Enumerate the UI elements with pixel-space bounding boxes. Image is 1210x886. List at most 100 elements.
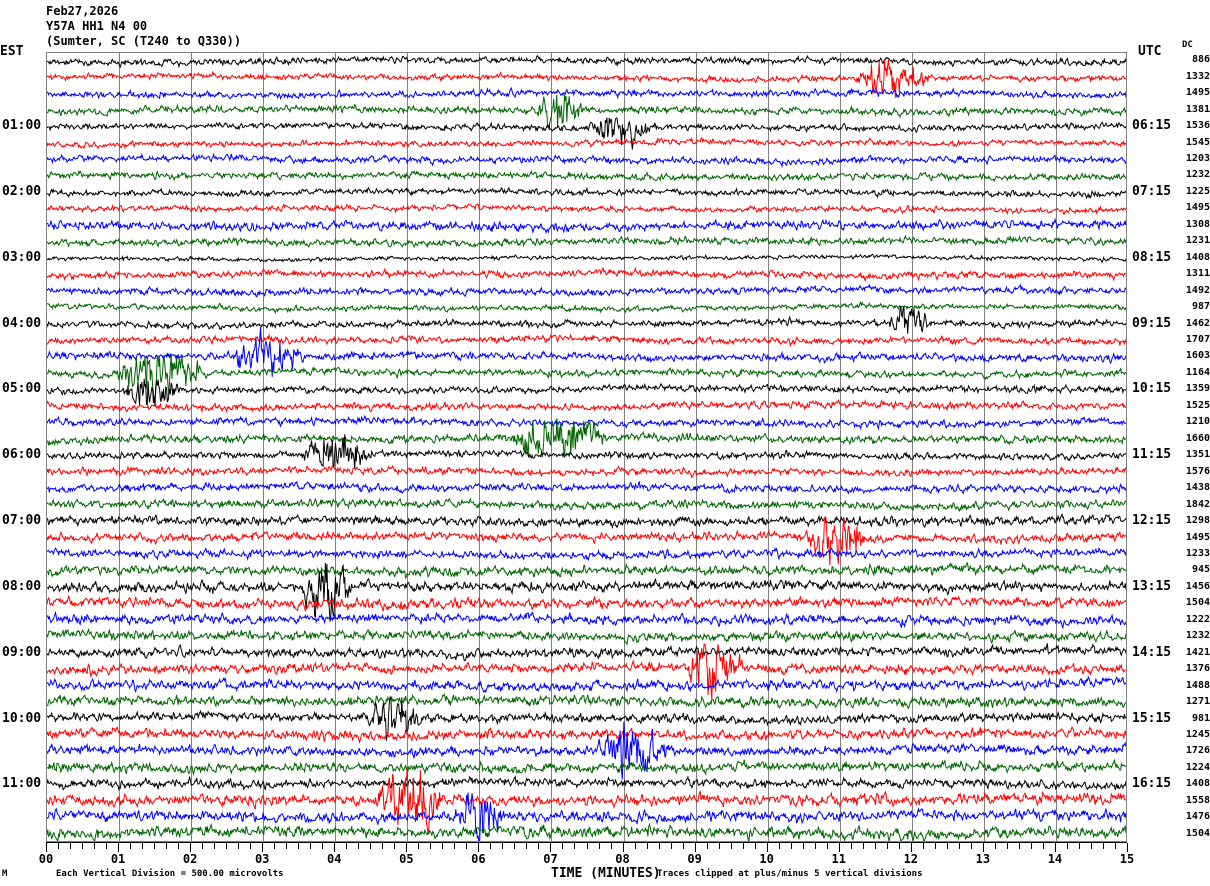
trace-line: [47, 306, 1126, 334]
dc-value: 1376: [1185, 663, 1210, 675]
trace-line: [47, 792, 1126, 841]
right-time-label: 13:15: [1132, 578, 1172, 594]
x-tick-minor: [862, 843, 864, 849]
dc-value: 1536: [1185, 120, 1210, 132]
x-tick-major: [406, 843, 408, 852]
trace-line: [47, 596, 1126, 611]
right-timezone-label: UTC: [1138, 44, 1162, 59]
dc-value: 1332: [1185, 70, 1210, 82]
x-tick-minor: [574, 843, 576, 849]
dc-value: 1495: [1185, 202, 1210, 214]
dc-value: 1525: [1185, 399, 1210, 411]
trace-line: [47, 138, 1126, 148]
x-tick-minor: [658, 843, 660, 849]
dc-value: 1408: [1185, 251, 1210, 263]
dc-value: 1476: [1185, 811, 1210, 823]
dc-value: 1381: [1185, 103, 1210, 115]
left-timezone-label: EST: [0, 44, 24, 59]
x-tick-minor: [946, 843, 948, 849]
trace-line: [47, 677, 1126, 692]
dc-value: 1308: [1185, 218, 1210, 230]
x-tick-minor: [418, 843, 420, 849]
right-time-label: 09:15: [1132, 315, 1172, 331]
trace-line: [47, 697, 1126, 741]
right-time-label: 06:15: [1132, 118, 1172, 134]
gridline-minute-09: [695, 53, 697, 841]
x-tick-minor: [682, 843, 684, 849]
x-tick-minor: [166, 843, 168, 849]
right-time-label: 15:15: [1132, 710, 1172, 726]
x-tick-minor: [94, 843, 96, 849]
x-tick-label: 10: [759, 852, 774, 866]
x-tick-minor: [718, 843, 720, 849]
right-time-label: 14:15: [1132, 644, 1172, 660]
x-tick-minor: [922, 843, 924, 849]
footer-scale-note: Each Vertical Division = 500.00 microvol…: [56, 869, 284, 879]
x-tick-label: 15: [1119, 852, 1135, 866]
dc-value: 1224: [1185, 761, 1210, 773]
x-tick-minor: [562, 843, 564, 849]
gridline-minute-03: [263, 53, 265, 841]
x-tick-minor: [70, 843, 72, 849]
trace-line: [47, 327, 1126, 377]
gridline-minute-14: [1055, 53, 1057, 841]
dc-value: 945: [1191, 564, 1210, 576]
trace-line: [47, 466, 1126, 478]
trace-line: [47, 254, 1126, 262]
left-time-label: 05:00: [2, 381, 42, 397]
x-tick-minor: [526, 843, 528, 849]
right-time-label: 08:15: [1132, 249, 1172, 265]
x-tick-major: [550, 843, 552, 852]
x-tick-minor: [610, 843, 612, 849]
trace-line: [47, 268, 1126, 281]
x-tick-minor: [154, 843, 156, 849]
footer-corner-mark: M: [2, 869, 8, 879]
trace-line: [47, 88, 1126, 99]
x-axis-line: [46, 842, 1127, 843]
x-tick-minor: [898, 843, 900, 849]
x-tick-minor: [1030, 843, 1032, 849]
dc-value: 1504: [1185, 597, 1210, 609]
trace-line: [47, 171, 1126, 181]
right-time-label: 16:15: [1132, 776, 1172, 792]
x-tick-minor: [586, 843, 588, 849]
trace-line: [47, 434, 1126, 469]
dc-value: 1545: [1185, 136, 1210, 148]
trace-line: [47, 354, 1126, 402]
dc-value: 1298: [1185, 515, 1210, 527]
trace-line: [47, 204, 1126, 214]
gridline-minute-01: [119, 53, 121, 841]
x-tick-minor: [238, 843, 240, 849]
trace-line: [47, 824, 1126, 841]
left-time-label: 11:00: [2, 776, 42, 792]
trace-line: [47, 777, 1126, 790]
x-tick-minor: [1042, 843, 1044, 849]
x-tick-label: 02: [182, 852, 198, 866]
dc-value: 1351: [1185, 449, 1210, 461]
x-tick-minor: [130, 843, 132, 849]
helicorder-plot[interactable]: [46, 52, 1127, 842]
dc-value: 1603: [1185, 350, 1210, 362]
left-time-label: 07:00: [2, 513, 42, 529]
dc-value: 1456: [1185, 580, 1210, 592]
dc-value: 1245: [1185, 729, 1210, 741]
trace-line: [47, 694, 1126, 708]
x-tick-major: [766, 843, 768, 852]
trace-line: [47, 285, 1126, 297]
left-time-label: 06:00: [2, 447, 42, 463]
trace-line: [47, 517, 1126, 565]
x-tick-major: [334, 843, 336, 852]
x-tick-minor: [466, 843, 468, 849]
x-tick-label: 01: [110, 852, 126, 866]
trace-line: [47, 499, 1126, 511]
x-tick-minor: [106, 843, 108, 849]
x-tick-minor: [958, 843, 960, 849]
left-time-label: 01:00: [2, 118, 42, 134]
dc-value: 1203: [1185, 152, 1210, 164]
gridline-minute-13: [983, 53, 985, 841]
dc-value: 1495: [1185, 531, 1210, 543]
x-tick-minor: [1114, 843, 1116, 849]
trace-line: [47, 482, 1126, 493]
dc-value: 1225: [1185, 185, 1210, 197]
trace-line: [47, 219, 1126, 232]
